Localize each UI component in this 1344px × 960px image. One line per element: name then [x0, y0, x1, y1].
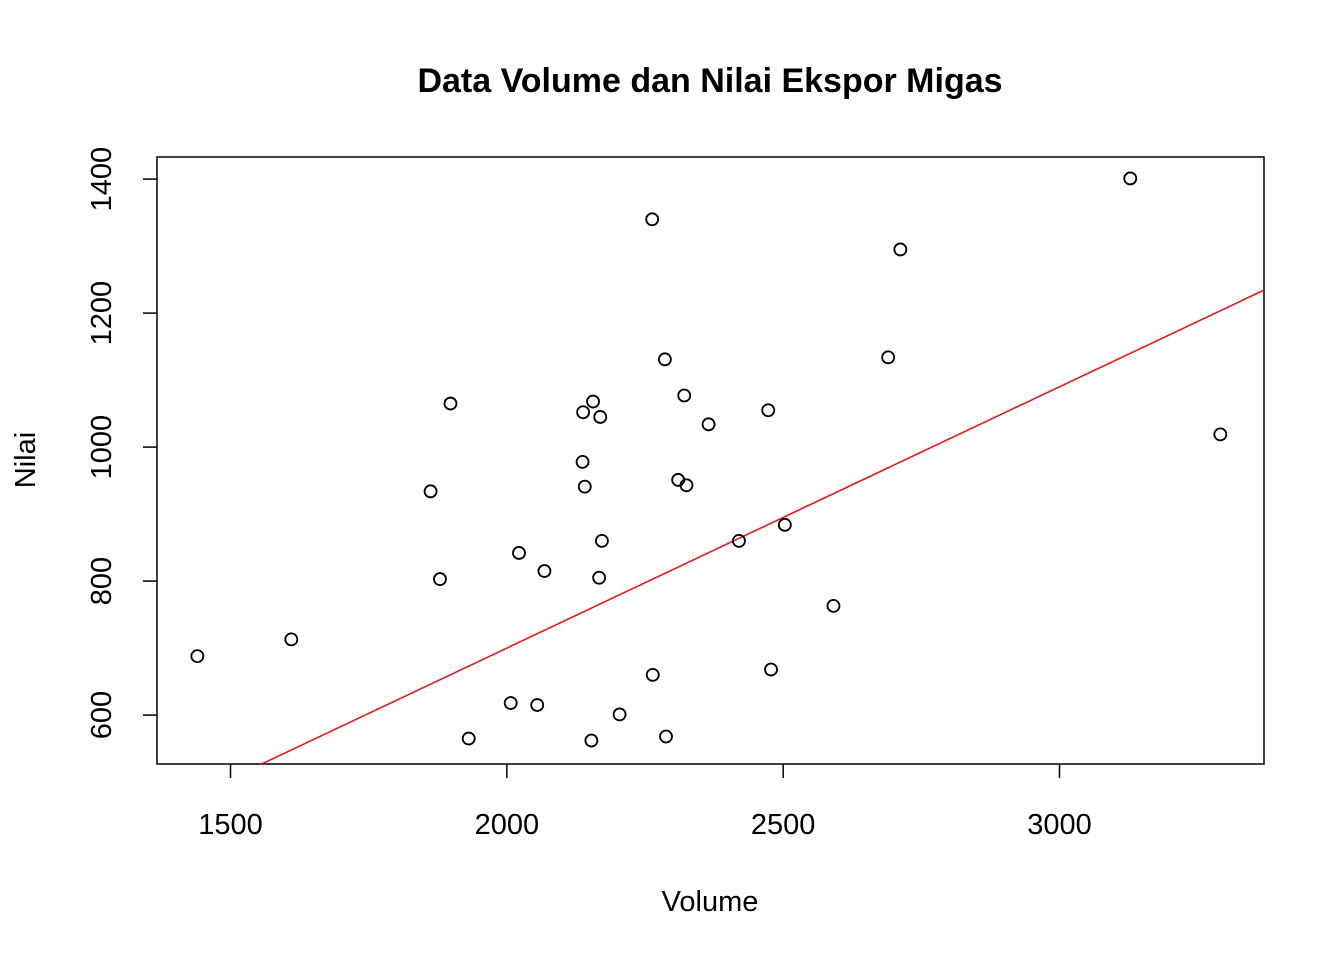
regression-layer: [259, 289, 1264, 764]
data-point: [777, 517, 792, 532]
data-point: [503, 696, 518, 710]
data-point: [764, 662, 778, 677]
x-tick-label: 1500: [198, 809, 263, 841]
data-point: [658, 352, 672, 367]
y-tick-label: 1200: [86, 281, 118, 346]
data-point: [593, 410, 608, 424]
y-tick-label: 1000: [86, 415, 118, 480]
data-point: [701, 417, 716, 432]
x-tick-label: 2500: [751, 809, 816, 841]
data-point: [423, 484, 438, 499]
data-point: [1213, 427, 1228, 442]
data-point: [893, 242, 908, 257]
x-axis: 1500 2000 2500 3000: [198, 764, 1092, 841]
x-tick-label: 3000: [1027, 809, 1092, 841]
x-tick-label: 2000: [475, 809, 540, 841]
data-point: [512, 546, 526, 560]
data-point: [284, 632, 299, 647]
data-point: [461, 731, 476, 746]
data-point: [433, 572, 447, 586]
data-point: [443, 396, 458, 411]
data-point: [677, 388, 692, 403]
data-point: [612, 707, 627, 722]
data-point: [1123, 171, 1138, 186]
data-point: [586, 394, 600, 409]
data-point: [645, 667, 660, 682]
data-point: [530, 698, 545, 712]
data-point: [659, 729, 673, 744]
data-point: [190, 649, 205, 664]
data-point: [584, 733, 599, 748]
data-point: [679, 478, 694, 493]
x-axis-label: Volume: [662, 886, 759, 918]
data-point: [761, 403, 776, 418]
data-point: [576, 405, 591, 420]
data-point: [881, 350, 896, 365]
data-point: [732, 533, 746, 548]
plot-frame: [156, 156, 1265, 765]
data-point: [592, 570, 607, 585]
data-point: [595, 533, 609, 548]
data-point: [577, 479, 592, 494]
y-tick-label: 1400: [86, 147, 118, 212]
y-tick-label: 600: [86, 691, 118, 739]
data-point: [645, 212, 660, 227]
y-axis: 600 800 1000 1200 1400: [86, 147, 157, 739]
data-point: [826, 598, 841, 613]
regression-line: [259, 289, 1264, 764]
y-axis-label: Nilai: [10, 432, 42, 488]
data-point: [575, 454, 590, 469]
data-point: [537, 564, 552, 578]
y-tick-label: 800: [86, 557, 118, 605]
data-points: [190, 171, 1228, 748]
chart-title: Data Volume dan Nilai Ekspor Migas: [417, 62, 1002, 100]
